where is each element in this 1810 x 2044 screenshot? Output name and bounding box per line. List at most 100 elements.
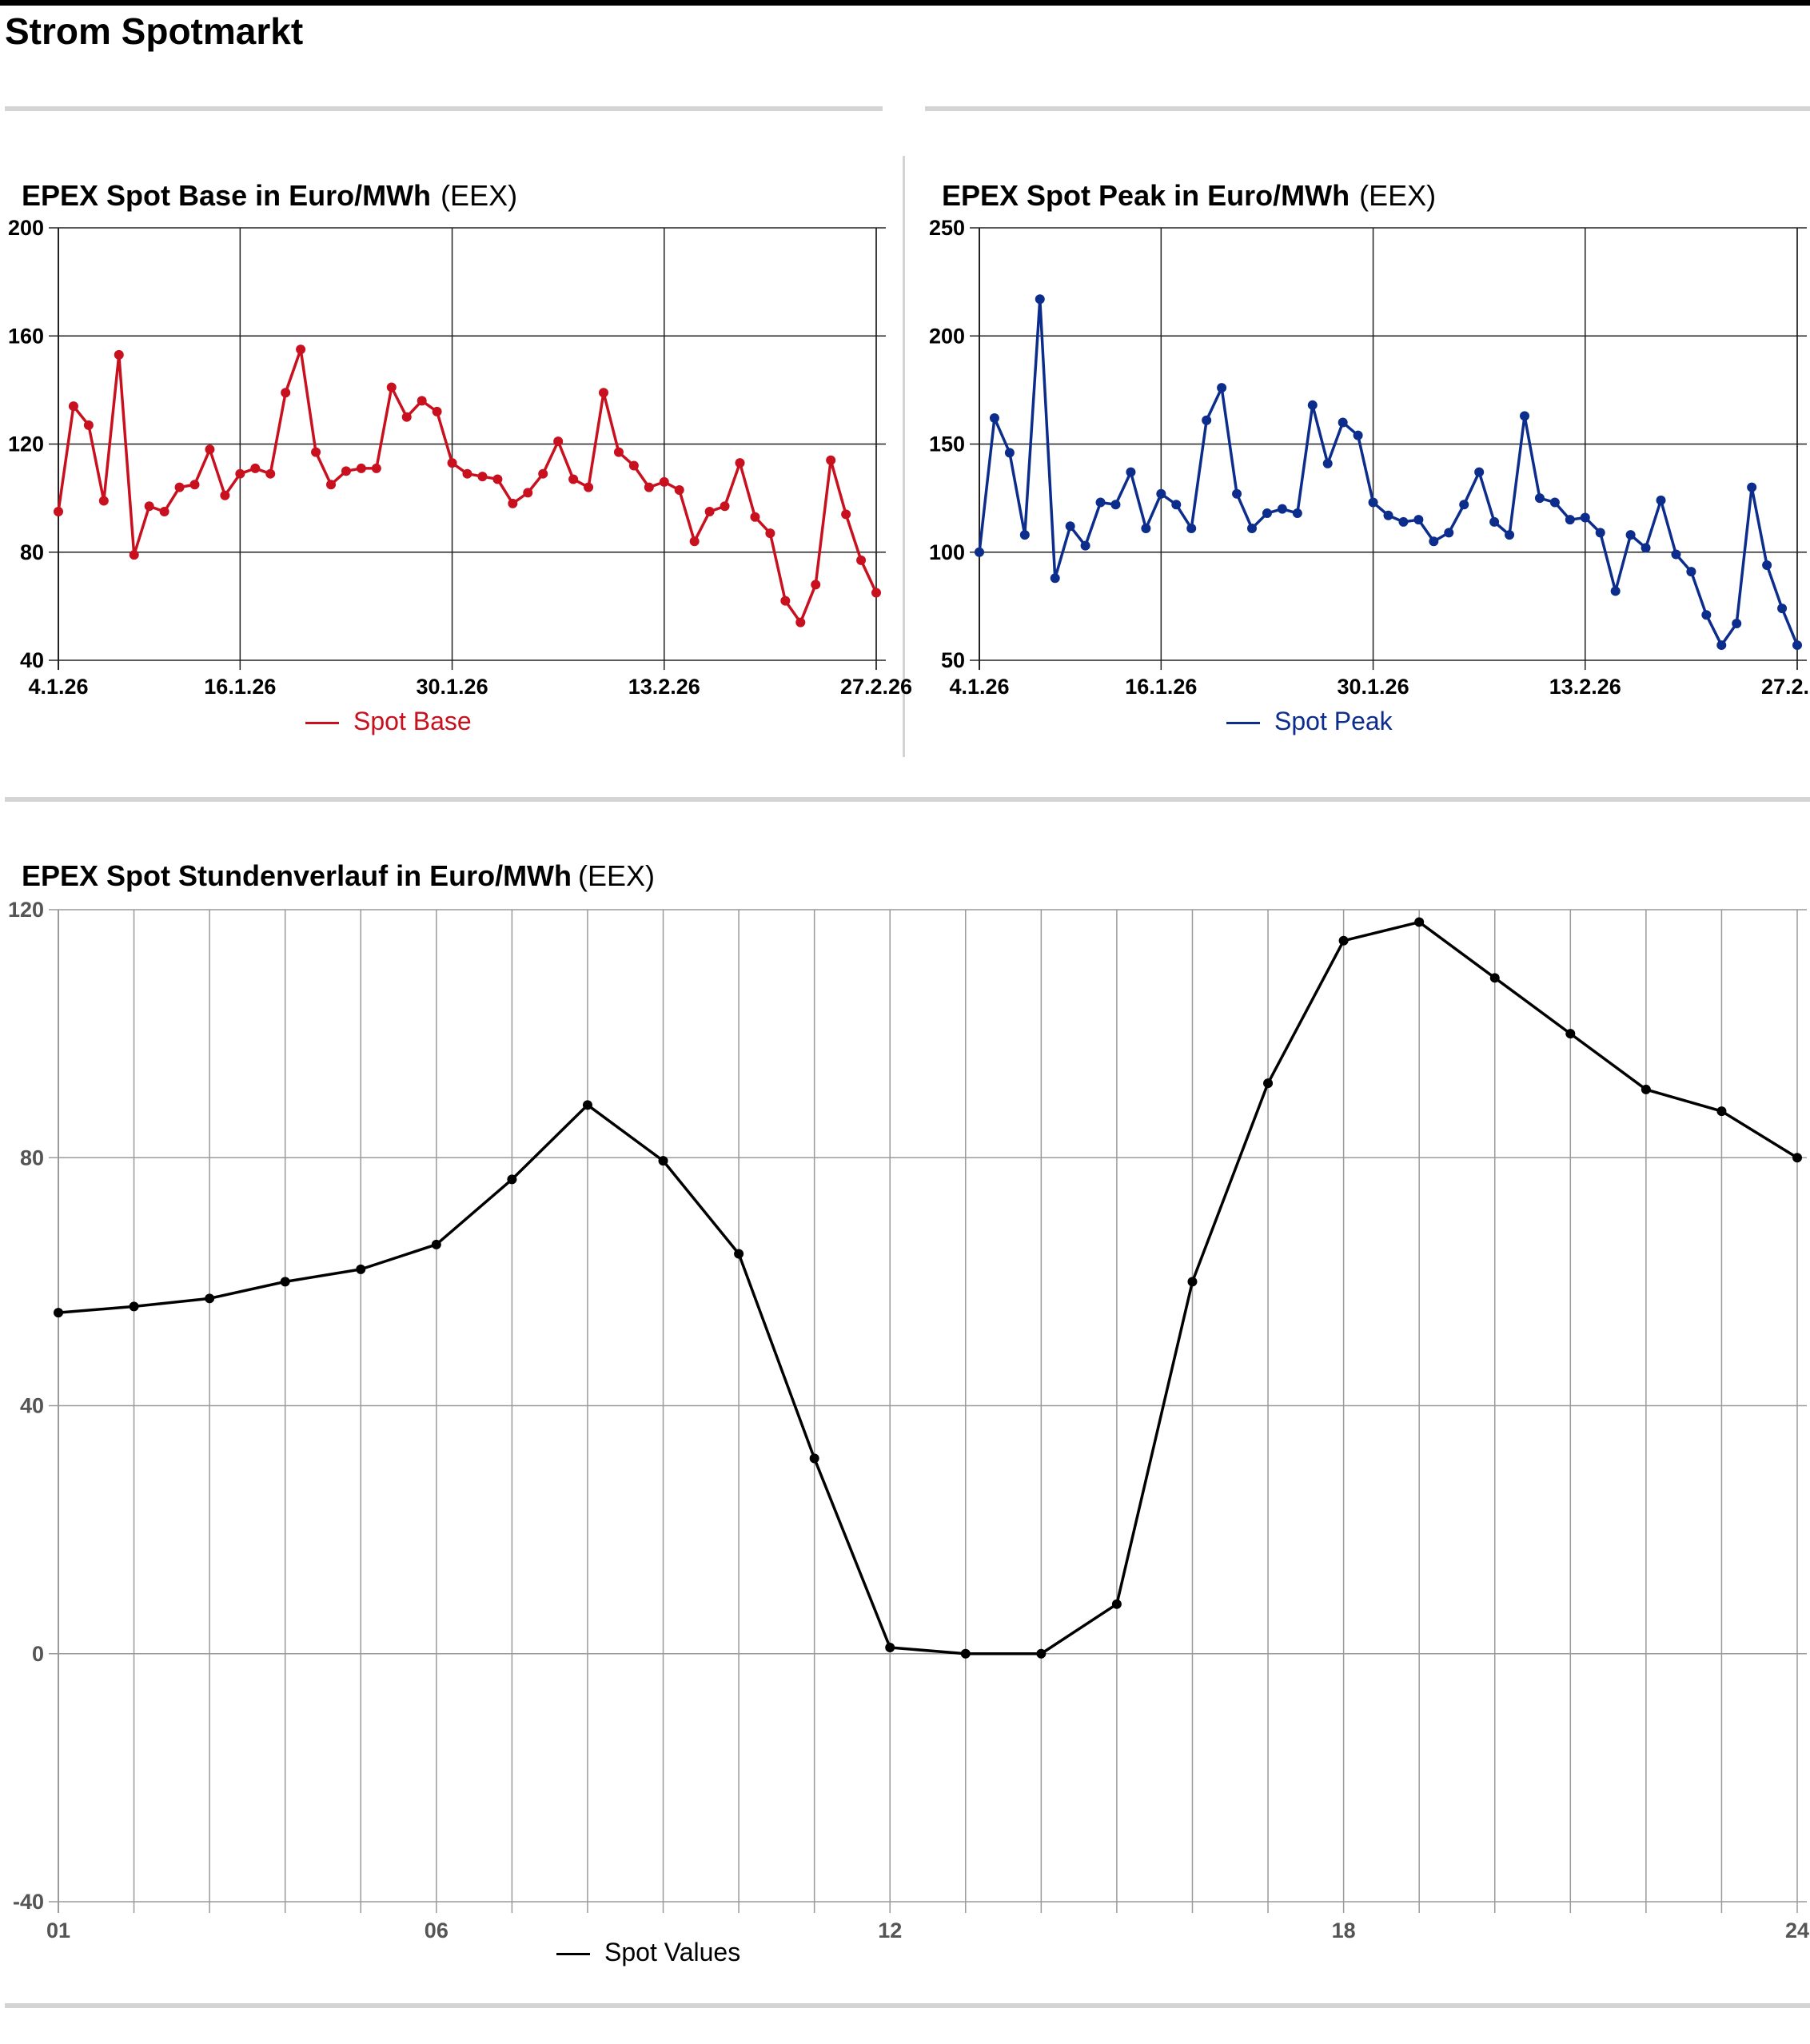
base-data-point	[871, 588, 881, 598]
peak-xtick-label: 27.2.26	[1761, 675, 1810, 699]
hourly-data-point	[1716, 1106, 1727, 1117]
base-data-point	[856, 555, 867, 565]
peak-data-point	[1307, 400, 1318, 410]
hourly-legend-swatch	[556, 1953, 590, 1956]
base-legend-swatch	[305, 722, 339, 725]
hourly-data-point	[1414, 917, 1425, 927]
hourly-data-point	[356, 1264, 366, 1274]
peak-data-point	[975, 547, 984, 557]
peak-data-point	[1549, 497, 1560, 508]
base-data-point	[341, 466, 351, 476]
base-data-point	[265, 468, 276, 479]
base-data-point	[538, 468, 548, 479]
peak-data-point	[1050, 573, 1060, 584]
base-data-point	[584, 482, 594, 492]
base-data-point	[780, 596, 791, 606]
base-xtick-label: 16.1.26	[204, 675, 276, 699]
base-data-point	[83, 420, 94, 430]
base-ytick-label: 40	[20, 648, 44, 672]
hourly-data-point	[809, 1453, 819, 1464]
base-data-point	[386, 382, 397, 392]
peak-data-point	[1353, 430, 1363, 440]
hourly-xtick-label: 01	[46, 1918, 70, 1942]
base-data-point	[750, 512, 760, 522]
page-title: Strom Spotmarkt	[5, 10, 304, 52]
peak-data-point	[1080, 540, 1090, 551]
base-legend: Spot Base	[305, 707, 472, 736]
base-data-point	[477, 472, 488, 482]
peak-data-point	[1383, 510, 1393, 520]
peak-data-point	[1004, 448, 1015, 458]
hourly-xtick-label: 24	[1785, 1918, 1809, 1942]
peak-data-point	[1625, 530, 1636, 540]
hourly-data-point	[1641, 1084, 1651, 1094]
base-ytick-label: 80	[20, 540, 44, 564]
hourly-data-point	[129, 1301, 139, 1312]
peak-data-point	[1474, 467, 1485, 477]
hourly-data-point	[885, 1642, 895, 1652]
hourly-data-point	[1792, 1153, 1802, 1163]
peak-chart-title: EPEX Spot Peak in Euro/MWh (EEX)	[942, 179, 1437, 212]
hourly-data-point	[1565, 1029, 1576, 1039]
peak-data-point	[1141, 523, 1151, 533]
base-data-point	[250, 463, 261, 473]
peak-data-point	[1156, 488, 1166, 499]
peak-data-point	[1217, 383, 1227, 393]
peak-data-point	[1520, 411, 1529, 421]
section-divider-bottom	[5, 2003, 1810, 2008]
base-data-point	[401, 412, 412, 422]
hourly-data-point	[507, 1174, 517, 1185]
base-data-point	[735, 458, 745, 468]
base-ytick-label: 200	[8, 216, 44, 240]
hourly-data-point	[960, 1648, 971, 1659]
base-data-point	[447, 458, 457, 468]
peak-data-point	[1534, 493, 1545, 504]
peak-data-point	[1126, 467, 1136, 477]
hourly-data-point	[280, 1277, 290, 1287]
peak-legend: Spot Peak	[1226, 707, 1393, 736]
peak-ytick-label: 50	[941, 648, 965, 672]
base-data-point	[326, 480, 336, 490]
hourly-series-line	[58, 920, 1798, 1656]
peak-data-point	[1322, 458, 1333, 468]
peak-data-point	[1641, 543, 1651, 553]
peak-xtick-label: 4.1.26	[949, 675, 1009, 699]
peak-xtick-label: 16.1.26	[1125, 675, 1197, 699]
peak-data-point	[1505, 530, 1515, 540]
peak-data-point	[1777, 604, 1788, 614]
base-data-point	[54, 507, 63, 517]
hourly-data-point	[1111, 1599, 1122, 1609]
peak-legend-swatch	[1226, 722, 1260, 725]
base-data-point	[311, 447, 321, 457]
section-divider-right	[925, 106, 1810, 111]
base-data-point	[568, 474, 579, 484]
base-chart-title: EPEX Spot Base in Euro/MWh (EEX)	[22, 179, 518, 212]
base-data-point	[720, 501, 730, 512]
peak-data-point	[1792, 640, 1802, 651]
peak-ytick-label: 200	[929, 324, 965, 348]
base-data-point	[296, 345, 306, 355]
peak-ytick-label: 250	[929, 216, 965, 240]
peak-data-point	[1686, 567, 1696, 577]
base-data-point	[462, 468, 472, 479]
base-data-point	[795, 617, 806, 628]
peak-data-point	[1065, 521, 1075, 532]
base-xtick-label: 27.2.26	[840, 675, 912, 699]
base-data-point	[220, 490, 230, 500]
peak-xtick-label: 13.2.26	[1549, 675, 1621, 699]
peak-data-point	[1019, 530, 1030, 540]
peak-data-point	[1247, 523, 1257, 533]
base-data-point	[281, 388, 291, 398]
hourly-ytick-label: -40	[13, 1890, 44, 1914]
hourly-xtick-label: 12	[878, 1918, 902, 1942]
peak-data-point	[1732, 619, 1742, 629]
hourly-xtick-label: 18	[1332, 1918, 1356, 1942]
hourly-data-point	[1187, 1277, 1198, 1287]
base-data-point	[417, 396, 427, 406]
base-data-point	[553, 436, 564, 447]
peak-data-point	[1656, 495, 1666, 505]
base-data-point	[371, 463, 381, 473]
peak-data-point	[1762, 560, 1772, 570]
